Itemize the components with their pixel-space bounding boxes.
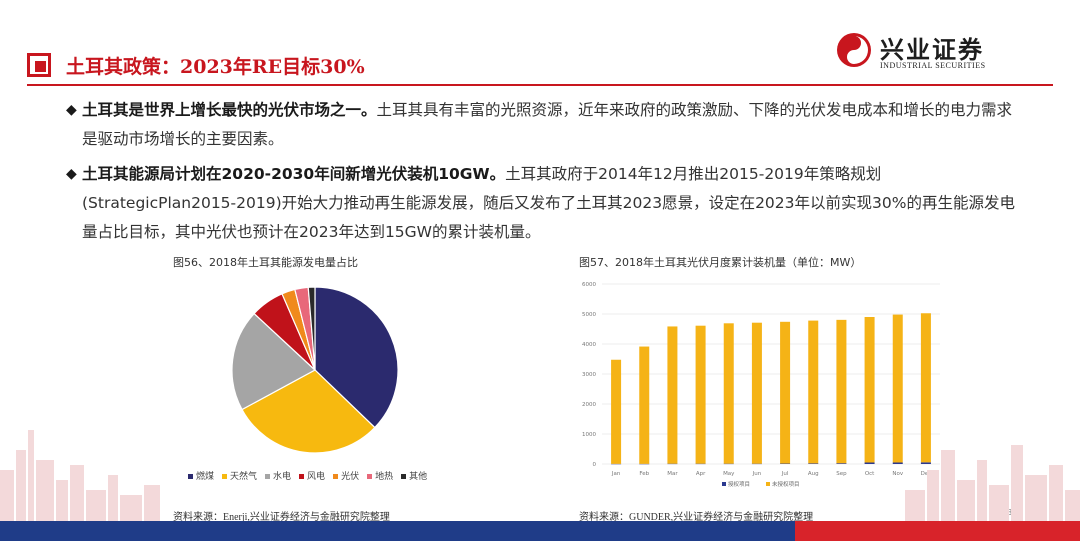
bar-segment — [667, 326, 678, 464]
legend-label: 授权项目 — [728, 480, 750, 488]
bullet-list: ◆ 土耳其是世界上增长最快的光伏市场之一。土耳其具有丰富的光照资源，近年来政府的… — [66, 96, 1026, 253]
legend-swatch — [722, 482, 726, 486]
logo-mark-icon — [837, 33, 871, 67]
pie-chart-title: 图56、2018年土耳其能源发电量占比 — [173, 256, 358, 269]
legend-label: 天然气 — [230, 472, 258, 482]
title-divider — [27, 84, 1053, 86]
legend-swatch — [265, 474, 271, 479]
bullet-item: ◆ 土耳其是世界上增长最快的光伏市场之一。土耳其具有丰富的光照资源，近年来政府的… — [66, 96, 1026, 154]
pie-chart-source: 资料来源：Enerji,兴业证券经济与金融研究院整理 — [173, 512, 390, 523]
legend-label: 未授权项目 — [772, 480, 800, 488]
bar-segment — [639, 346, 650, 464]
legend-label: 水电 — [273, 472, 292, 482]
bar-segment — [808, 320, 819, 464]
pv-capacity-bar-chart: 0 1000 2000 3000 4000 5000 6000 Jan Feb Mar Apr May… — [582, 282, 940, 488]
legend-swatch — [188, 474, 193, 479]
y-tick-label: 5000 — [582, 312, 596, 318]
x-tick-label: Nov — [892, 471, 903, 477]
legend-label: 风电 — [307, 472, 326, 482]
bar-segment — [836, 463, 847, 464]
x-tick-label: May — [723, 471, 735, 477]
bullet-item: ◆ 土耳其能源局计划在2020-2030年间新增光伏装机10GW。土耳其政府于2… — [66, 160, 1026, 247]
pie-slice — [314, 286, 399, 429]
diamond-bullet-icon: ◆ — [66, 102, 77, 118]
legend-swatch — [766, 482, 770, 486]
x-tick-label: Aug — [808, 471, 819, 477]
x-tick-label: Jan — [611, 471, 621, 477]
bar-segment — [611, 359, 622, 464]
bar-segment — [864, 462, 875, 464]
page-title: 土耳其政策：2023年RE目标30% — [66, 56, 365, 78]
y-tick-label: 3000 — [582, 372, 596, 378]
bar-segment — [780, 321, 791, 464]
legend-item: 天然气 — [222, 469, 257, 482]
legend-label: 其他 — [409, 472, 428, 482]
bar-segment — [723, 323, 734, 464]
legend-item: 地热 — [367, 469, 393, 482]
pie-slice — [307, 286, 316, 371]
footer-band-blue — [0, 521, 795, 541]
y-tick-label: 0 — [593, 462, 597, 468]
bar-segment — [808, 463, 819, 464]
x-tick-label: Oct — [865, 471, 875, 477]
footer-band-red — [795, 521, 1080, 541]
energy-mix-pie-chart — [231, 286, 399, 454]
legend-swatch — [299, 474, 305, 479]
legend-swatch — [401, 474, 407, 479]
y-tick-label: 4000 — [582, 342, 596, 348]
legend-label: 地热 — [375, 472, 394, 482]
legend-swatch — [222, 474, 228, 479]
x-tick-label: Apr — [696, 471, 706, 477]
bar-segment — [920, 313, 931, 463]
pie-slice — [231, 312, 317, 411]
city-skyline-decoration — [905, 445, 1080, 521]
bar-segment — [920, 462, 931, 464]
legend-item: 其他 — [401, 469, 427, 482]
legend-label: 光伏 — [341, 472, 360, 482]
legend-swatch — [367, 474, 373, 479]
y-tick-label: 2000 — [582, 402, 596, 408]
legend-item: 光伏 — [333, 469, 359, 482]
bar-segment — [864, 317, 875, 463]
bullet-heading: 土耳其能源局计划在2020-2030年间新增光伏装机10GW。 — [82, 165, 506, 183]
bar-chart-source: 资料来源：GUNDER,兴业证券经济与金融研究院整理 — [579, 512, 814, 523]
x-tick-label: Jul — [781, 471, 789, 477]
x-tick-label: Mar — [667, 471, 678, 477]
diamond-bullet-icon: ◆ — [66, 166, 77, 182]
bar-chart-title: 图57、2018年土耳其光伏月度累计装机量（单位：MW） — [579, 256, 862, 269]
bullet-heading: 土耳其是世界上增长最快的光伏市场之一。 — [82, 101, 377, 119]
bullet-text: 土耳其具有丰富的光照资源，近年来政府的政策激励、下降的光伏发电成本和增长的电力需… — [82, 101, 1013, 148]
bar-segment — [892, 462, 903, 464]
logo-name-cn: 兴业证券 — [880, 35, 984, 64]
bar-segment — [892, 314, 903, 463]
city-skyline-decoration — [0, 430, 160, 521]
x-tick-label: Sep — [836, 471, 847, 477]
legend-label: 燃煤 — [196, 472, 215, 482]
pie-legend: 燃煤 天然气 水电 风电 光伏 地热 其他 — [188, 469, 435, 482]
y-tick-label: 1000 — [582, 432, 596, 438]
y-tick-label: 6000 — [582, 282, 596, 288]
x-tick-label: Dec — [921, 471, 932, 477]
bar-segment — [695, 325, 706, 464]
company-logo: 兴业证券 INDUSTRIAL SECURITIES — [836, 30, 1056, 74]
x-tick-label: Feb — [639, 471, 649, 477]
legend-item: 风电 — [299, 469, 325, 482]
pie-slice — [241, 369, 376, 454]
logo-name-en: INDUSTRIAL SECURITIES — [880, 61, 986, 70]
x-tick-label: Jun — [752, 471, 762, 477]
bar-segment — [751, 322, 762, 464]
legend-item: 水电 — [265, 469, 291, 482]
bar-segment — [836, 319, 847, 464]
title-marker — [27, 53, 51, 77]
legend-swatch — [333, 474, 339, 479]
legend-item: 燃煤 — [188, 469, 214, 482]
bullet-text: 土耳其政府于2014年12月推出2015-2019年策略规划(Strategic… — [82, 165, 1015, 241]
